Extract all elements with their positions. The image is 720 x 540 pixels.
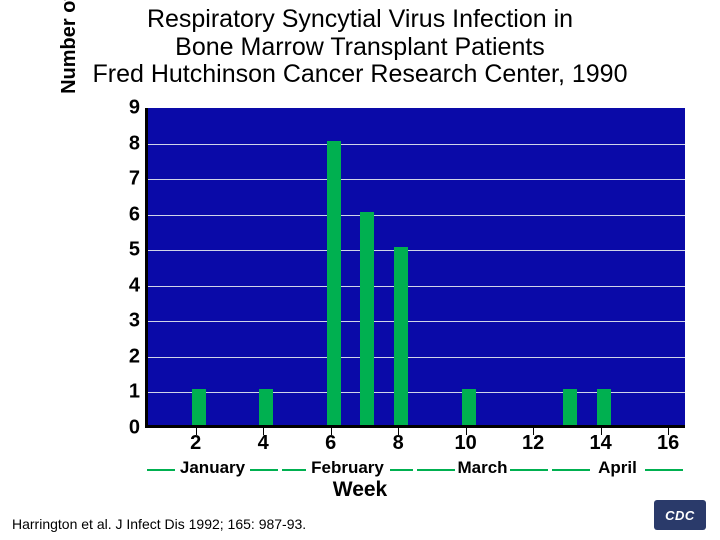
y-tick-label: 9 [110,97,140,120]
month-range-line [645,469,683,471]
citation-text: Harrington et al. J Infect Dis 1992; 165… [12,516,306,532]
x-tick-label: 8 [393,432,404,455]
title-line-1: Respiratory Syncytial Virus Infection in [147,5,573,33]
chart-background [148,108,685,425]
month-range-line [417,469,455,471]
x-tick-mark [466,428,467,435]
x-tick-mark [398,428,399,435]
grid-line [148,357,685,358]
month-range-line [390,469,414,471]
title-line-2: Bone Marrow Transplant Patients [175,33,545,61]
y-tick-label: 7 [110,168,140,191]
x-tick-label: 2 [190,432,201,455]
bar [327,141,341,425]
y-tick-label: 1 [110,381,140,404]
x-tick-mark [263,428,264,435]
chart-plot-area [145,108,685,428]
bar [259,389,273,425]
y-tick-label: 8 [110,132,140,155]
month-label: January [180,458,245,478]
y-tick-label: 4 [110,274,140,297]
y-tick-label: 6 [110,203,140,226]
x-tick-label: 16 [657,432,679,455]
month-label: February [311,458,384,478]
y-tick-label: 3 [110,310,140,333]
y-tick-label: 0 [110,417,140,440]
x-axis-label: Week [0,478,720,502]
x-tick-label: 10 [455,432,477,455]
month-range-line [250,469,278,471]
grid-line [148,286,685,287]
grid-line [148,250,685,251]
cdc-logo-text: CDC [665,508,695,523]
bar [462,389,476,425]
month-range-line [147,469,175,471]
page-title: Respiratory Syncytial Virus Infection in… [0,6,720,89]
x-tick-mark [668,428,669,435]
bar [360,212,374,425]
x-tick-mark [601,428,602,435]
month-range-line [552,469,590,471]
grid-line [148,179,685,180]
bar [394,247,408,425]
bar [563,389,577,425]
x-tick-mark [331,428,332,435]
bar [597,389,611,425]
grid-line [148,321,685,322]
x-tick-label: 14 [590,432,612,455]
x-tick-label: 4 [258,432,269,455]
x-tick-label: 6 [325,432,336,455]
month-label: April [598,458,637,478]
slide: { "title_line1": "Respiratory Syncytial … [0,0,720,540]
cdc-logo: CDC [654,500,706,530]
month-label: March [457,458,507,478]
month-range-line [282,469,306,471]
x-tick-label: 12 [522,432,544,455]
x-tick-mark [196,428,197,435]
y-axis-label: Number of patients diagnosed [58,0,81,110]
month-range-line [510,469,548,471]
grid-line [148,144,685,145]
bar [192,389,206,425]
x-tick-mark [533,428,534,435]
title-line-3: Fred Hutchinson Cancer Research Center, … [92,60,627,88]
y-tick-label: 5 [110,239,140,262]
y-tick-label: 2 [110,345,140,368]
grid-line [148,215,685,216]
